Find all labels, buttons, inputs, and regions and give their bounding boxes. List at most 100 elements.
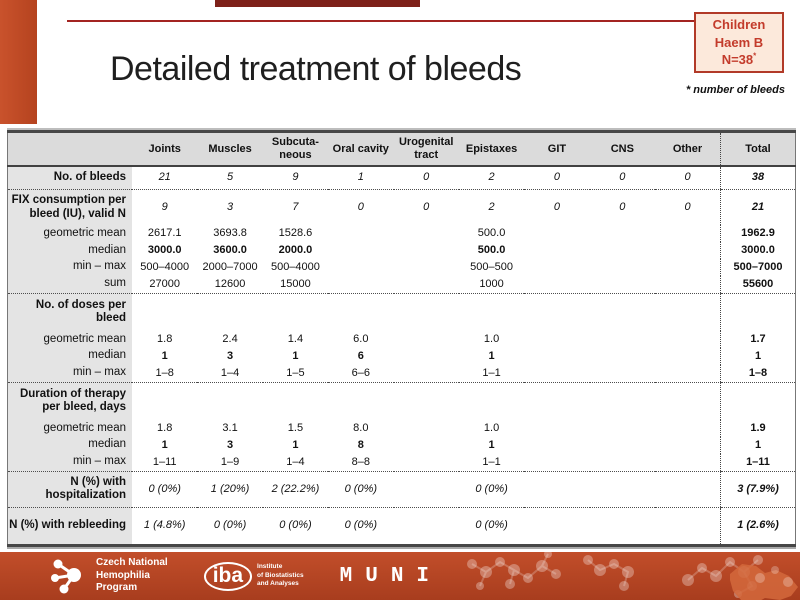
data-cell: 0 xyxy=(393,166,459,190)
data-cell xyxy=(394,437,459,454)
cnhp-label: Czech National Hemophilia Program xyxy=(96,557,168,594)
row-label: median xyxy=(7,242,132,259)
data-cell: 1.8 xyxy=(157,332,173,345)
data-cell xyxy=(132,382,197,420)
data-cell xyxy=(655,242,721,259)
data-cell: 1 (20%) xyxy=(197,471,263,509)
data-cell: 6 xyxy=(357,349,364,362)
data-cell xyxy=(589,453,655,472)
cnhp-logo: Czech National Hemophilia Program xyxy=(48,556,168,596)
data-cell xyxy=(590,331,655,348)
data-cell: 27000 xyxy=(132,275,198,294)
data-cell xyxy=(524,420,589,437)
table-row: min – max 1–11 1–9 1–4 8–8 1–1 1–11 xyxy=(7,453,796,472)
data-cell xyxy=(394,382,459,420)
data-cell: 1–8 xyxy=(720,364,796,383)
data-cell: 0 (0%) xyxy=(213,519,247,532)
data-cell xyxy=(394,293,459,331)
data-cell: 8–8 xyxy=(328,453,394,472)
data-cell xyxy=(590,242,655,259)
row-label: N (%) with rebleeding xyxy=(7,507,132,546)
data-cell xyxy=(328,293,393,331)
data-cell: 3 xyxy=(227,349,234,362)
data-cell xyxy=(394,420,459,437)
data-cell xyxy=(524,471,590,509)
row-label: min – max xyxy=(7,364,132,383)
data-cell xyxy=(524,293,589,331)
data-cell: 0 xyxy=(589,166,655,190)
data-cell xyxy=(590,348,655,365)
data-cell xyxy=(394,225,459,242)
data-cell xyxy=(655,453,721,472)
row-label: median xyxy=(7,436,132,454)
data-cell xyxy=(590,508,655,546)
data-cell: 12600 xyxy=(197,275,263,294)
data-cell: 21 xyxy=(132,166,198,190)
data-cell xyxy=(655,437,721,454)
column-header: Joints xyxy=(132,131,198,167)
data-cell: 3600.0 xyxy=(213,243,247,256)
column-header: Muscles xyxy=(197,131,263,167)
data-cell xyxy=(524,437,589,454)
data-cell xyxy=(655,293,721,331)
data-cell: 3 xyxy=(227,201,234,213)
accent-left-bar xyxy=(0,0,37,124)
data-cell: 1–11 xyxy=(132,453,198,472)
data-cell: 9 xyxy=(161,201,168,213)
data-cell: 1000 xyxy=(458,275,525,294)
data-cell: 2000.0 xyxy=(278,243,313,256)
muni-logo: MUNI xyxy=(339,564,443,588)
data-cell xyxy=(394,508,459,546)
data-cell xyxy=(655,348,721,365)
data-cell: 1–8 xyxy=(132,364,198,383)
data-cell xyxy=(590,293,655,331)
data-cell: 6.0 xyxy=(353,332,369,345)
data-cell: 1 xyxy=(292,349,299,362)
data-cell xyxy=(394,242,459,259)
data-cell xyxy=(393,453,459,472)
column-header: Oral cavity xyxy=(328,131,394,167)
data-cell: 0 (0%) xyxy=(328,471,394,509)
column-header: Urogenital tract xyxy=(393,131,459,167)
data-cell: 500–500 xyxy=(470,260,513,273)
badge-line3: N=38* xyxy=(721,51,757,68)
data-cell xyxy=(655,382,721,420)
table-row: N (%) with rebleeding 1 (4.8%) 0 (0%) 0 (0%… xyxy=(7,507,796,546)
table-row: min – max 500–4000 2000–7000 500–4000 500–50… xyxy=(7,258,796,276)
data-cell: 500–7000 xyxy=(720,258,796,276)
row-label: No. of doses per bleed xyxy=(7,293,132,332)
data-cell xyxy=(524,382,589,420)
data-cell: 0 (0%) xyxy=(132,471,198,509)
row-label: geometric mean xyxy=(7,420,132,437)
data-cell: 1 xyxy=(488,438,495,451)
data-cell xyxy=(394,348,459,365)
data-cell: 3000.0 xyxy=(147,243,182,256)
data-cell: 6–6 xyxy=(328,364,394,383)
data-cell xyxy=(655,471,721,509)
data-cell: 1–1 xyxy=(458,364,525,383)
data-cell: 15000 xyxy=(262,275,329,294)
treatment-table-container: Joints Muscles Subcuta- neous Oral cavity Ur… xyxy=(7,130,796,547)
row-label: median xyxy=(7,347,132,365)
data-cell xyxy=(524,348,589,365)
data-cell: 3000.0 xyxy=(720,242,796,259)
data-cell xyxy=(524,242,589,259)
data-cell: 1962.9 xyxy=(720,225,796,243)
data-cell: 1 xyxy=(292,438,299,451)
data-cell: 500–4000 xyxy=(270,260,320,273)
data-cell xyxy=(328,275,394,294)
table-row: geometric mean 1.8 3.1 1.5 8.0 1.0 1.9 xyxy=(7,420,796,437)
table-row: No. of doses per bleed xyxy=(7,293,796,332)
column-header: CNS xyxy=(589,131,655,167)
column-header: Total xyxy=(720,131,796,167)
data-cell: 1–1 xyxy=(458,453,525,472)
data-cell xyxy=(524,275,590,294)
row-label: min – max xyxy=(7,453,132,472)
table-row: geometric mean 1.8 2.4 1.4 6.0 1.0 1.7 xyxy=(7,331,796,348)
table-row: Duration of therapy per bleed, days xyxy=(7,382,796,421)
corner-cell xyxy=(7,131,132,167)
data-cell xyxy=(459,382,524,420)
data-cell xyxy=(394,331,459,348)
data-cell: 55600 xyxy=(720,275,796,294)
data-cell: 0 xyxy=(684,201,691,213)
